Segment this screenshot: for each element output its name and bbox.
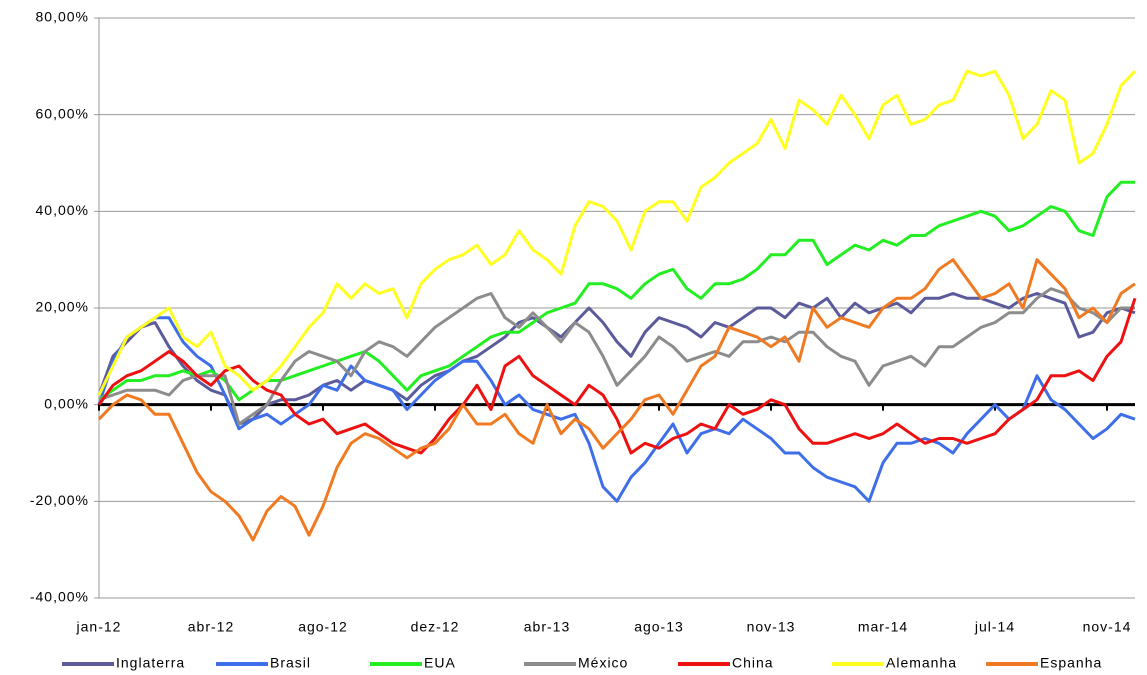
series-line: [98, 287, 1135, 426]
legend-label: EUA: [424, 655, 456, 671]
x-tick-label: jan-12: [76, 619, 122, 635]
x-tick-label: nov-14: [1083, 619, 1132, 635]
legend-label: México: [578, 655, 628, 671]
series-line: [98, 180, 1135, 402]
x-tick-label: ago-13: [634, 619, 684, 635]
series-line: [97, 297, 1137, 455]
x-tick-label: mar-14: [858, 619, 908, 635]
x-tick-label: ago-12: [298, 619, 348, 635]
x-tick-label: nov-13: [747, 619, 796, 635]
x-tick-label: abr-12: [188, 619, 234, 635]
series-line: [97, 316, 1136, 503]
x-tick-label: dez-12: [411, 619, 460, 635]
series-line: [97, 69, 1137, 396]
y-tick-label: 40,00%: [36, 202, 89, 218]
series-line: [97, 258, 1136, 542]
y-tick-label: 0,00%: [44, 395, 89, 411]
y-tick-label: 20,00%: [36, 299, 89, 315]
legend-label: Brasil: [270, 655, 311, 671]
x-tick-label: jul-14: [974, 619, 1015, 635]
y-tick-label: -20,00%: [30, 492, 89, 508]
y-tick-label: -40,00%: [30, 589, 89, 605]
y-tick-label: 60,00%: [36, 105, 89, 121]
series-line: [97, 292, 1136, 426]
y-tick-label: 80,00%: [36, 9, 89, 25]
legend-label: China: [732, 655, 774, 671]
legend-label: Alemanha: [886, 655, 957, 671]
legend-label: Inglaterra: [116, 655, 185, 671]
legend-label: Espanha: [1040, 655, 1102, 671]
x-tick-label: abr-13: [524, 619, 570, 635]
